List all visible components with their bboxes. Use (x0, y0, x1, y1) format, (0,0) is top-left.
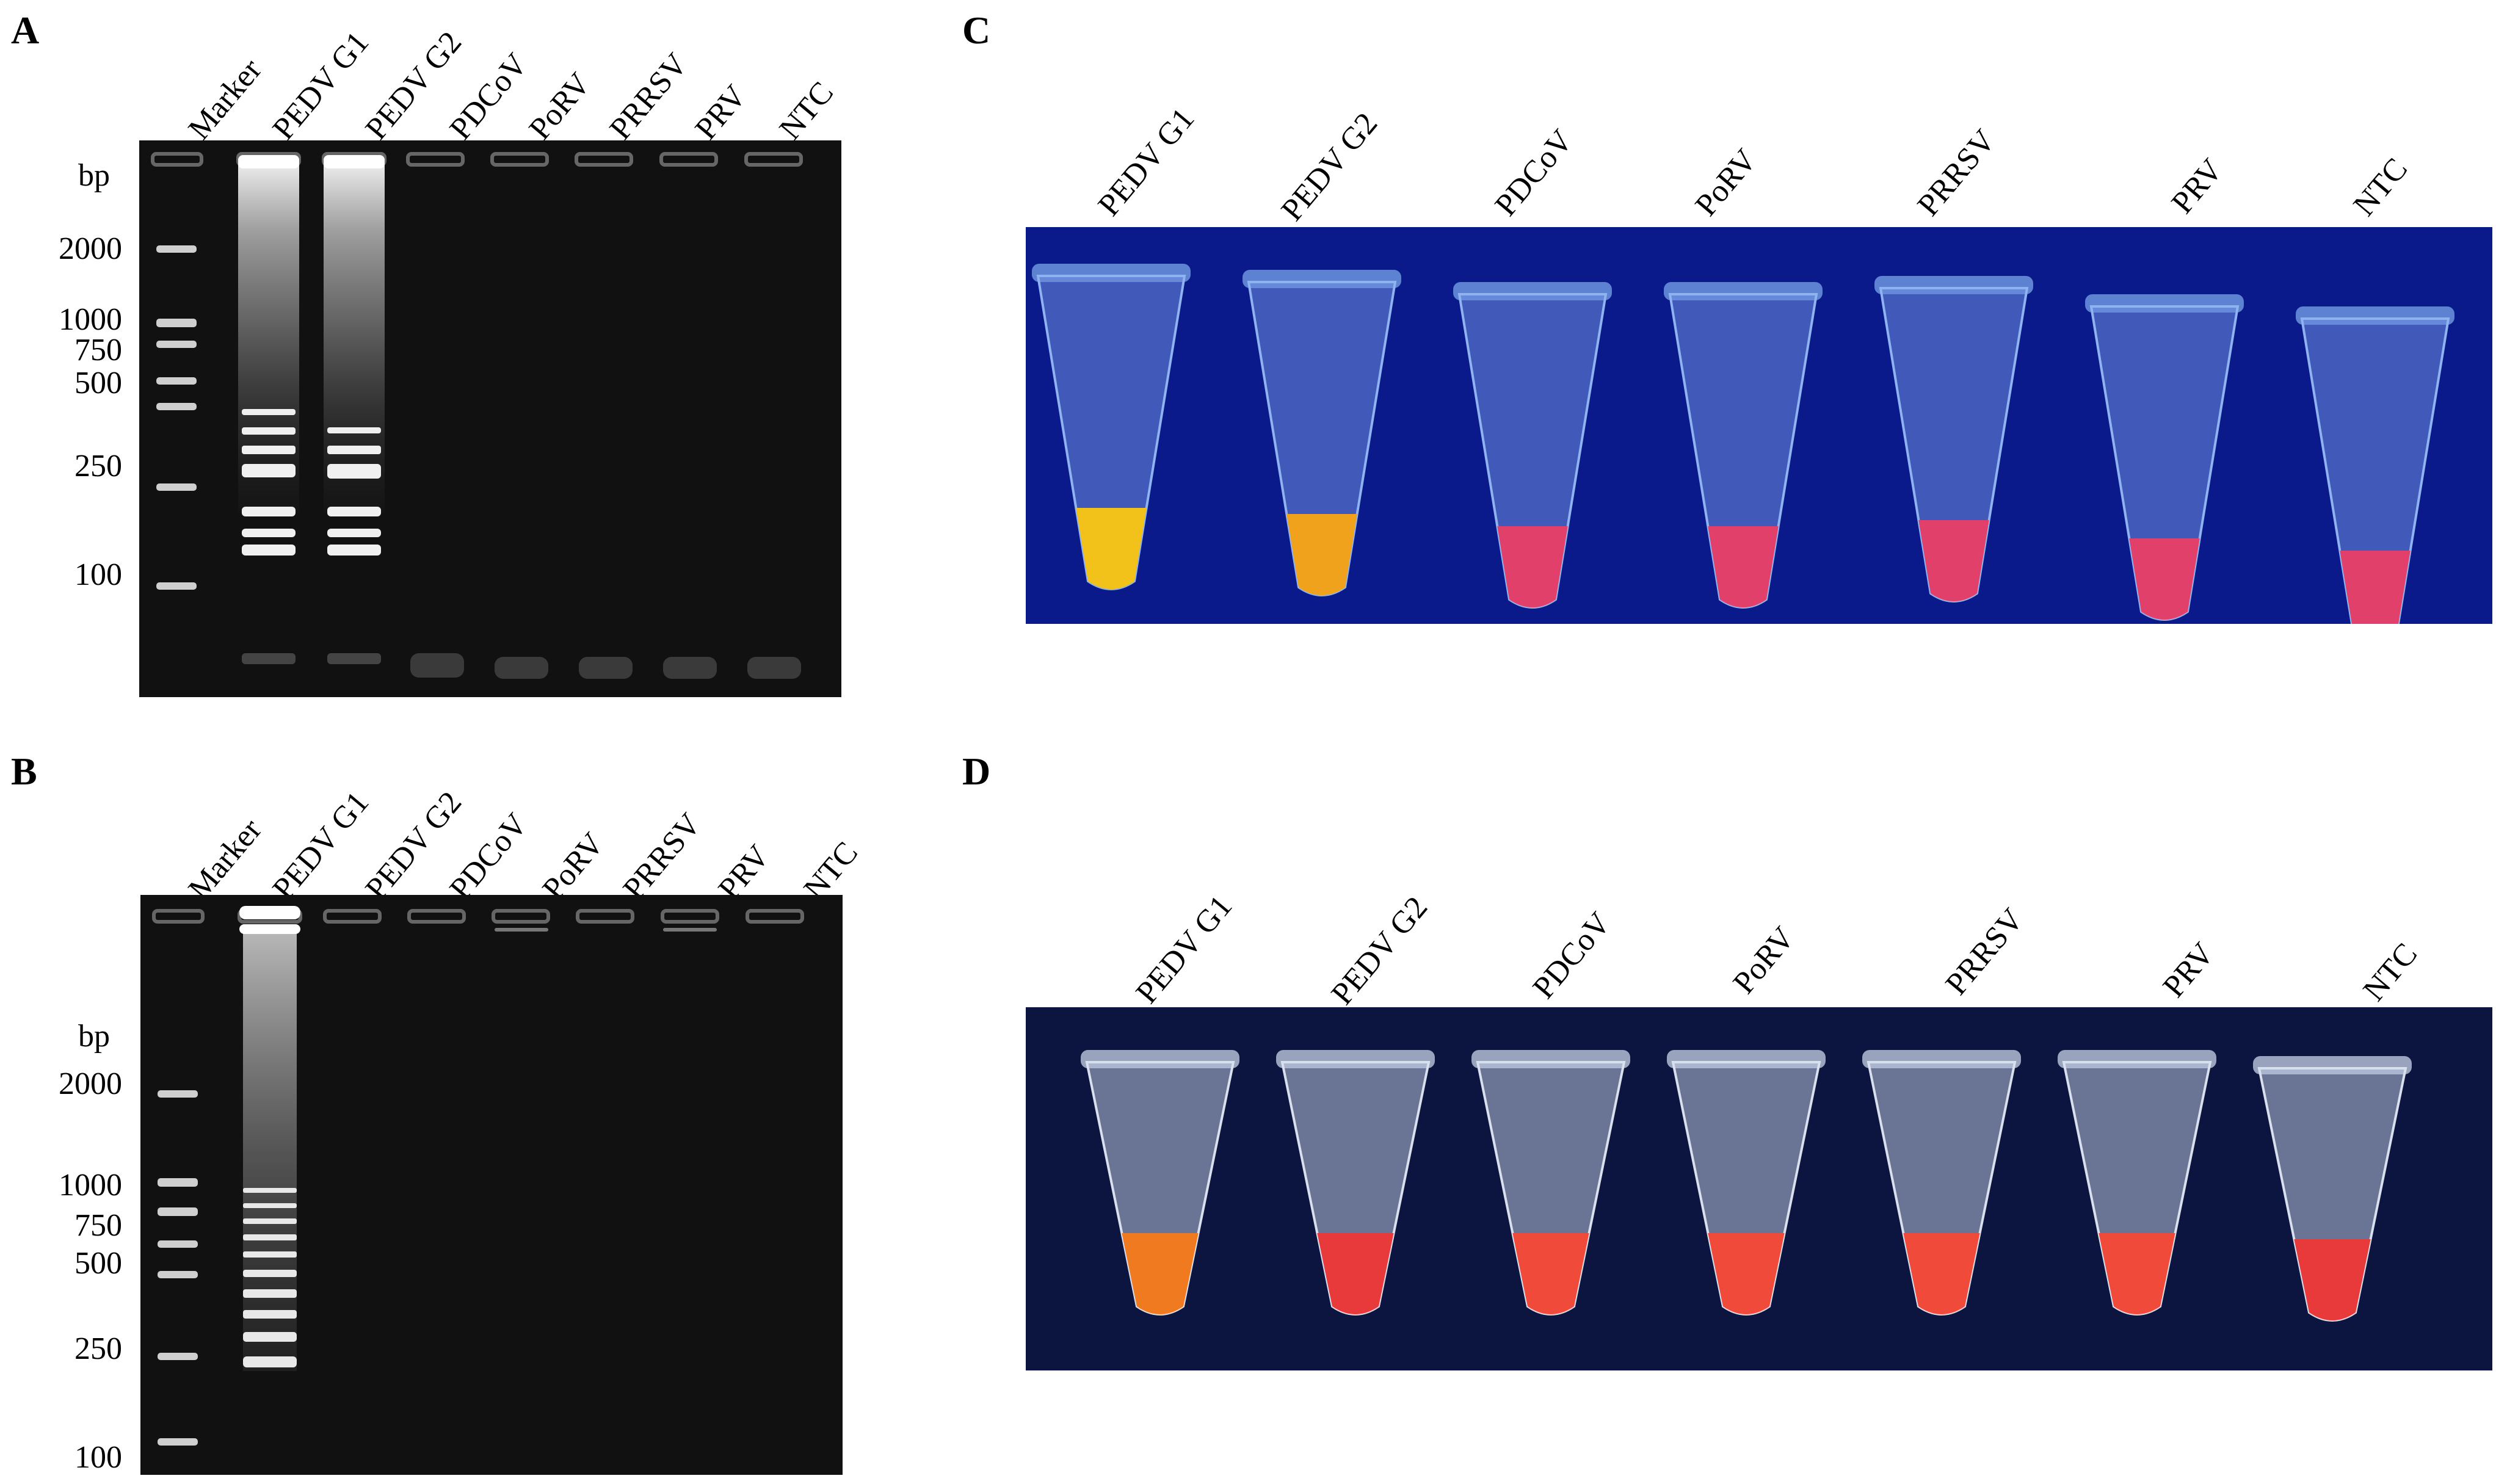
tube-liquid (2340, 551, 2411, 624)
panel-b-size-100: 100 (74, 1440, 122, 1475)
panel-b-lane-marker: Marker (181, 812, 269, 907)
panel-b-size-1000: 1000 (59, 1168, 122, 1203)
panel-b-gel-image (140, 895, 843, 1475)
panel-d-letter: D (962, 750, 991, 793)
panel-c-letter: C (962, 9, 991, 52)
panel-c-label-pdcov: PDCoV (1488, 123, 1580, 223)
tube-liquid (1708, 1233, 1785, 1314)
panel-b-size-250: 250 (74, 1331, 122, 1366)
tube-liquid (1317, 1233, 1394, 1314)
panel-c-label-ntc: NTC (2346, 151, 2415, 223)
panel-b-size-unit: bp (78, 1019, 110, 1054)
panel-a-lane-ntc: NTC (772, 75, 841, 147)
panel-b-size-750: 750 (74, 1208, 122, 1243)
tube-liquid (1512, 1233, 1589, 1314)
panel-d-tube-photo (1026, 1007, 2492, 1370)
tube-liquid (2129, 538, 2200, 620)
panel-b-lane-pdcov: PDCoV (443, 806, 535, 907)
panel-d-label-prrsv: PRRSV (1939, 902, 2031, 1002)
panel-a-lane-marker: Marker (181, 52, 269, 147)
panel-a-size-2000: 2000 (59, 231, 122, 266)
panel-b-letter: B (11, 750, 37, 793)
panel-c-label-porv: PoRV (1688, 142, 1764, 223)
tube-liquid (1497, 526, 1568, 607)
panel-d-label-pdcov: PDCoV (1526, 905, 1618, 1005)
panel-a-lane-pdcov: PDCoV (443, 46, 535, 147)
tube-6 (2058, 1050, 2216, 1316)
panel-a-lane-porv: PoRV (522, 66, 598, 147)
tube-5 (1874, 276, 2033, 603)
tube-liquid (2294, 1239, 2371, 1320)
tube-7 (2296, 306, 2454, 624)
tube-5 (1862, 1050, 2021, 1316)
tube-liquid (1122, 1233, 1199, 1314)
panel-d-tubes-svg (1081, 1050, 2412, 1322)
panel-d-label-ntc: NTC (2356, 936, 2425, 1008)
panel-c-label-pedv-g1: PEDV G1 (1091, 101, 1202, 223)
panel-d-label-porv: PoRV (1726, 920, 1802, 1001)
tube-liquid (1076, 508, 1147, 589)
tube-2 (1276, 1050, 1435, 1316)
tube-7 (2253, 1056, 2412, 1322)
tube-liquid (1903, 1233, 1980, 1314)
tube-1 (1032, 264, 1191, 590)
panel-c-label-prrsv: PRRSV (1910, 123, 2003, 223)
panel-a-size-250: 250 (74, 449, 122, 483)
panel-b-size-2000: 2000 (59, 1066, 122, 1101)
panel-b-lane-pedv-g1: PEDV G1 (266, 785, 376, 907)
tube-body (2300, 317, 2450, 624)
panel-a-gel-image (139, 140, 841, 697)
panel-a-lane-pedv-g1: PEDV G1 (266, 25, 376, 147)
panel-c-label-prv: PRV (2164, 152, 2230, 220)
tube-liquid (2099, 1233, 2175, 1314)
panel-d-label-pedv-g1: PEDV G1 (1129, 889, 1239, 1010)
tube-liquid (1286, 514, 1357, 595)
panel-a-size-750: 750 (74, 333, 122, 367)
panel-c-tubes-svg (1032, 264, 2454, 624)
panel-c-label-pedv-g2: PEDV G2 (1274, 106, 1385, 228)
panel-d-label-pedv-g2: PEDV G2 (1324, 890, 1435, 1012)
panel-a-letter: A (11, 9, 40, 52)
panel-a-size-1000: 1000 (59, 302, 122, 337)
tube-3 (1453, 282, 1612, 609)
panel-a-size-100: 100 (74, 557, 122, 592)
panel-b-size-500: 500 (74, 1246, 122, 1281)
tube-3 (1471, 1050, 1630, 1316)
tube-6 (2085, 294, 2244, 621)
panel-a-lane-prv: PRV (688, 78, 753, 147)
tube-2 (1243, 270, 1401, 596)
tube-4 (1667, 1050, 1826, 1316)
tube-liquid (1708, 526, 1779, 607)
panel-b-lane-porv: PoRV (535, 826, 611, 907)
tube-liquid (1918, 520, 1989, 601)
panel-a-lane-prrsv: PRRSV (603, 46, 695, 147)
tube-1 (1081, 1050, 1239, 1316)
panel-c-tube-photo (1026, 227, 2492, 624)
tube-4 (1664, 282, 1823, 609)
panel-a-size-unit: bp (78, 158, 110, 193)
panel-b-lane-prrsv: PRRSV (616, 806, 708, 907)
panel-d-label-prv: PRV (2156, 936, 2221, 1004)
panel-a-size-500: 500 (74, 366, 122, 400)
